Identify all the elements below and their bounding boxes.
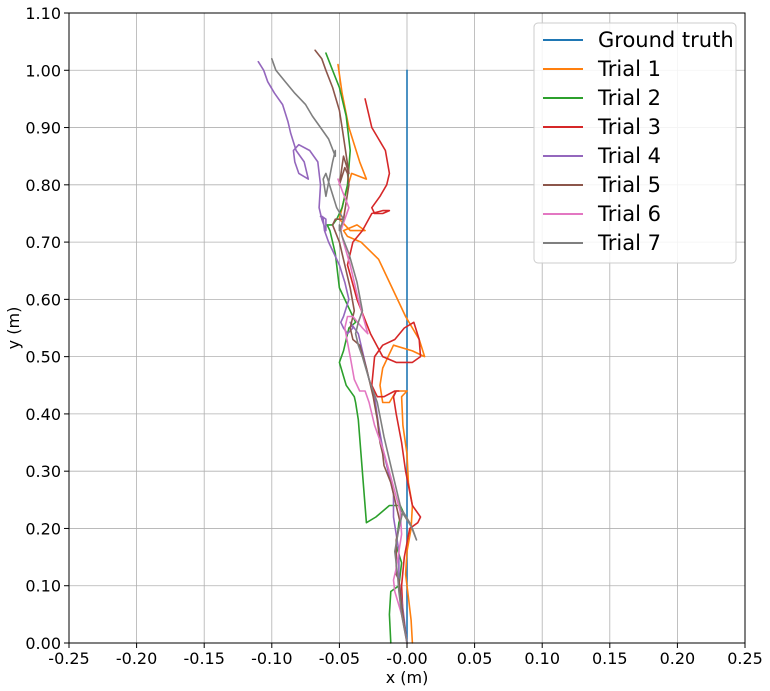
legend-label: Trial 2 (597, 86, 661, 110)
y-tick-label: 0.20 (25, 519, 61, 538)
x-axis-label: x (m) (386, 668, 429, 687)
y-tick-label: 0.80 (25, 176, 61, 195)
y-tick-label: 0.70 (25, 233, 61, 252)
y-axis-ticks: 0.00 0.10 0.20 0.30 0.40 0.50 0.60 0.70 0.80 0.90… (25, 4, 69, 653)
series-line-trial-7 (270, 57, 418, 644)
x-tick-label: 0.05 (457, 649, 493, 668)
legend-box (533, 22, 737, 264)
x-tick-label: -0.25 (48, 649, 89, 668)
legend-label: Trial 7 (597, 231, 661, 255)
x-tick-label: 0.10 (524, 649, 560, 668)
x-tick-label: 0.20 (660, 649, 696, 668)
x-tick-label: -0.10 (251, 649, 292, 668)
legend-label: Trial 4 (597, 144, 661, 168)
y-tick-label: 0.10 (25, 577, 61, 596)
y-tick-label: 0.90 (25, 119, 61, 138)
x-tick-label: 0.15 (592, 649, 628, 668)
x-tick-label: 0.25 (727, 649, 763, 668)
y-tick-label: 0.40 (25, 405, 61, 424)
x-tick-label: -0.20 (116, 649, 157, 668)
y-tick-label: 0.30 (25, 462, 61, 481)
legend-label: Ground truth (598, 28, 734, 52)
y-tick-label: 0.00 (25, 634, 61, 653)
data-series (257, 49, 426, 644)
y-tick-label: 0.50 (25, 348, 61, 367)
y-axis-label: y (m) (4, 307, 23, 350)
x-axis-ticks: -0.25 -0.20 -0.15 -0.10 -0.05 -0.00 0.05 0.10 0.… (48, 643, 763, 668)
legend: Ground truth Trial 1 Trial 2 Trial 3 Trial 4… (533, 22, 737, 264)
legend-label: Trial 6 (597, 202, 661, 226)
y-tick-label: 0.60 (25, 290, 61, 309)
legend-label: Trial 5 (597, 173, 661, 197)
x-tick-label: -0.05 (319, 649, 360, 668)
series-line-trial-2 (325, 52, 404, 644)
y-tick-label: 1.10 (25, 4, 61, 23)
legend-label: Trial 1 (597, 57, 661, 81)
series-line-trial-3 (346, 98, 422, 644)
series-line-trial-5 (314, 49, 408, 644)
x-tick-label: -0.15 (183, 649, 224, 668)
y-tick-label: 1.00 (25, 61, 61, 80)
x-tick-label: -0.00 (386, 649, 427, 668)
legend-label: Trial 3 (597, 115, 661, 139)
